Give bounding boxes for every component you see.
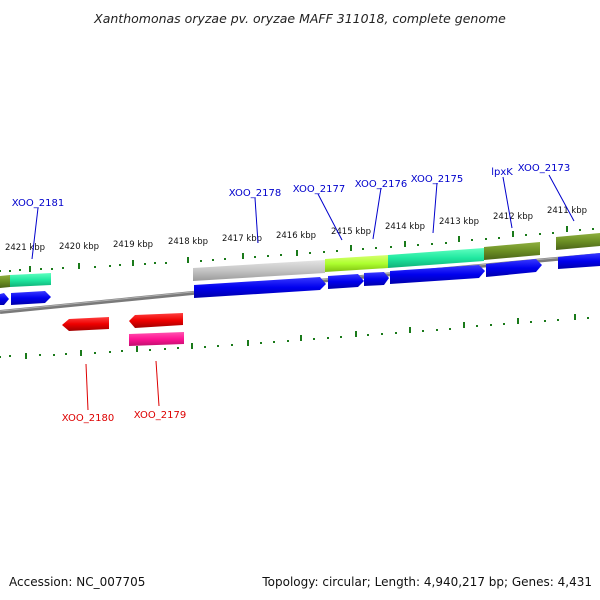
leader-xoo-2180 xyxy=(85,363,89,411)
gene-arrow-xoo-2175 xyxy=(390,265,485,284)
gene-label: XOO_2180 xyxy=(62,413,114,424)
gene-label: lpxK xyxy=(491,167,513,178)
leader-xoo-2177 xyxy=(317,193,343,241)
reverse-genes xyxy=(62,313,184,346)
kbp-labels: 2421 kbp 2420 kbp 2419 kbp 2418 kbp 2417… xyxy=(5,206,587,253)
leader-xoo-2176 xyxy=(372,187,382,240)
gene-arrow xyxy=(0,293,9,305)
gene-label: XOO_2178 xyxy=(229,188,281,199)
kbp-label: 2417 kbp xyxy=(222,234,262,244)
gene-label: XOO_2181 xyxy=(12,198,64,209)
kbp-label: 2421 kbp xyxy=(5,243,45,253)
lime-band xyxy=(325,255,388,272)
forward-genes xyxy=(0,253,600,305)
leader-xoo-2178 xyxy=(254,197,259,244)
gene-labels-top: XOO_2181 XOO_2178 XOO_2177 XOO_2176 XOO_… xyxy=(12,163,570,209)
teal-band xyxy=(388,248,484,268)
gene-labels-bottom: XOO_2180 XOO_2179 xyxy=(62,410,186,424)
pink-feature-xoo-2179 xyxy=(129,332,184,346)
kbp-label: 2413 kbp xyxy=(439,217,479,227)
map-title: Xanthomonas oryzae pv. oryzae MAFF 31101… xyxy=(93,11,506,26)
olive-band xyxy=(484,242,540,260)
teal-band xyxy=(10,273,51,287)
gene-arrow-xoo-2173 xyxy=(558,253,600,269)
gray-band xyxy=(193,260,325,281)
gene-arrow-xoo-2177 xyxy=(328,274,364,289)
lower-tick-ruler xyxy=(0,314,589,359)
gene-arrow-lpxk xyxy=(486,259,542,277)
accession-label: Accession: NC_007705 xyxy=(9,575,145,589)
kbp-label: 2414 kbp xyxy=(385,222,425,232)
kbp-label: 2418 kbp xyxy=(168,237,208,247)
label-leaders xyxy=(31,174,575,411)
feature-bands xyxy=(0,233,600,288)
gene-label: XOO_2177 xyxy=(293,184,345,195)
kbp-label: 2411 kbp xyxy=(547,206,587,216)
kbp-label: 2416 kbp xyxy=(276,231,316,241)
gene-label: XOO_2173 xyxy=(518,163,570,174)
kbp-label: 2420 kbp xyxy=(59,242,99,252)
kbp-label: 2415 kbp xyxy=(331,227,371,237)
leader-xoo-2181 xyxy=(31,207,39,260)
gene-arrow-xoo-2176 xyxy=(364,272,389,286)
leader-lpxk xyxy=(502,176,513,229)
gene-label: XOO_2176 xyxy=(355,179,407,190)
gene-arrow-xoo-2180 xyxy=(62,317,109,331)
kbp-label: 2419 kbp xyxy=(113,240,153,250)
kbp-label: 2412 kbp xyxy=(493,212,533,222)
olive-band xyxy=(0,275,10,288)
gene-label: XOO_2179 xyxy=(134,410,186,421)
leader-xoo-2173 xyxy=(548,174,575,222)
leader-xoo-2175 xyxy=(432,182,438,234)
leader-xoo-2179 xyxy=(155,360,160,407)
gene-arrow-xoo-2178 xyxy=(194,277,326,298)
upper-tick-ruler xyxy=(0,226,594,272)
gene-arrow-xoo-2181 xyxy=(11,291,51,305)
olive-band xyxy=(556,233,600,250)
gene-arrow-xoo-2179 xyxy=(129,313,183,328)
genome-stats-label: Topology: circular; Length: 4,940,217 bp… xyxy=(261,575,592,589)
gene-label: XOO_2175 xyxy=(411,174,463,185)
